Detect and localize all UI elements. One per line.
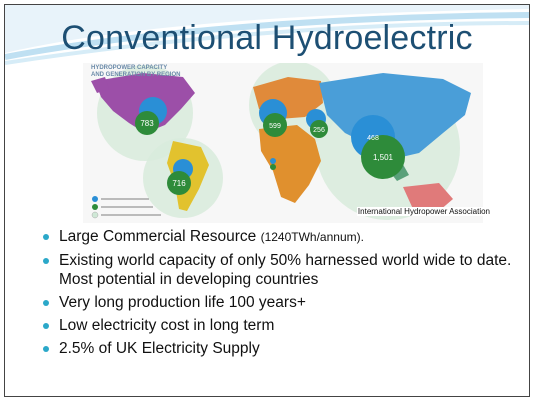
bullet-dot-icon <box>43 323 49 329</box>
label-north-america: 783 <box>140 119 154 128</box>
generation-circle-asia <box>361 135 405 179</box>
bullet-dot-icon <box>43 346 49 352</box>
oceania-shape <box>403 183 453 211</box>
map-title: HYDROPOWER CAPACITY AND GENERATION BY RE… <box>91 65 181 78</box>
legend-generation-dot <box>92 204 98 210</box>
bullet-list: Large Commercial Resource (1240TWh/annum… <box>43 227 513 362</box>
bullet-dot-icon <box>43 258 49 264</box>
bullet-dot-icon <box>43 234 49 240</box>
bullet-item: Existing world capacity of only 50% harn… <box>43 251 513 289</box>
africa-shape <box>259 125 321 203</box>
generation-circle-eurasia <box>310 120 328 138</box>
legend-potential-dot <box>91 211 99 219</box>
label-china: 468 <box>367 135 379 142</box>
generation-circle-south-america <box>167 171 191 195</box>
slide-title: Conventional Hydroelectric <box>61 19 473 57</box>
label-eurasia: 256 <box>313 127 325 134</box>
bullet-item: Low electricity cost in long term <box>43 316 513 335</box>
bullet-dot-icon <box>43 300 49 306</box>
bullet-item: 2.5% of UK Electricity Supply <box>43 339 513 358</box>
bullet-item: Large Commercial Resource (1240TWh/annum… <box>43 227 513 247</box>
generation-circle-europe <box>263 113 287 137</box>
legend-capacity-dot <box>92 196 98 202</box>
label-asia-generation: 1,501 <box>373 153 394 162</box>
bullet-item: Very long production life 100 years+ <box>43 293 513 312</box>
label-south-america: 716 <box>172 179 186 188</box>
map-credit: International Hydropower Association <box>356 207 491 216</box>
header-swoosh <box>5 5 529 65</box>
world-map: 783 716 599 256 468 1,501 <box>83 61 483 223</box>
slide: Conventional Hydroelectric <box>4 4 530 397</box>
generation-circle-north-america <box>135 111 159 135</box>
label-europe: 599 <box>269 123 281 130</box>
world-map-figure: 783 716 599 256 468 1,501 HYDROPOWER CAP… <box>83 61 491 223</box>
